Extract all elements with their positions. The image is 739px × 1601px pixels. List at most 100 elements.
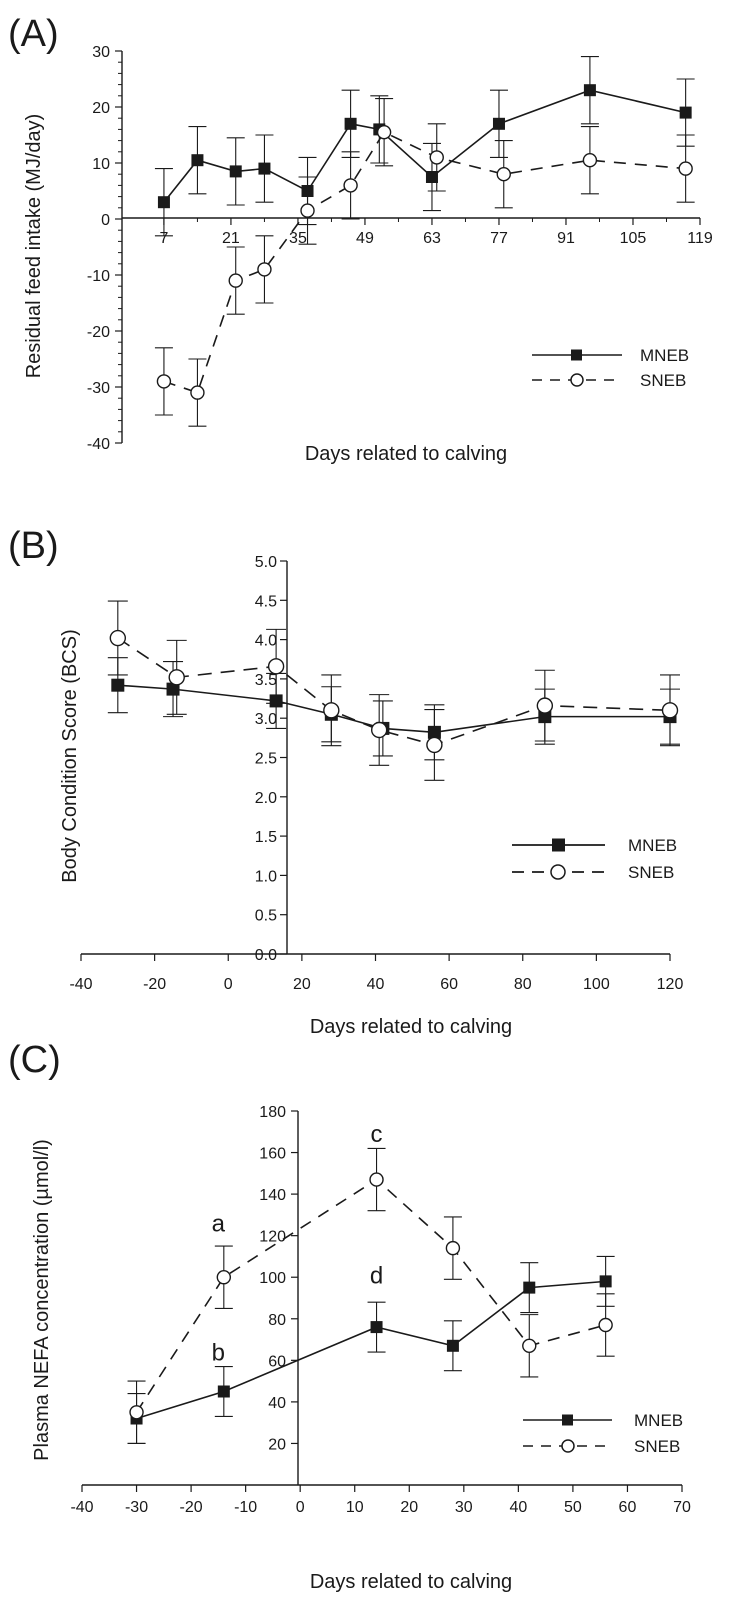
panel-a-mneb-point — [583, 84, 596, 97]
panel-c-legend: MNEB SNEB — [523, 1411, 683, 1456]
panel-a-x-tick-label: 77 — [490, 230, 508, 247]
legend-b-mneb-label: MNEB — [628, 836, 677, 855]
panel-a-sneb-point — [228, 273, 243, 288]
legend-c-mneb-label: MNEB — [634, 1411, 683, 1430]
panel-a-y-tick-label: -30 — [87, 380, 110, 397]
panel-b-label: (B) — [8, 525, 59, 567]
panel-c-sneb-point — [369, 1172, 384, 1187]
panel-c-x-tick-label: -10 — [234, 1499, 257, 1516]
panel-a-x-tick-label: 7 — [159, 230, 168, 247]
panel-a-sneb-point — [190, 385, 205, 400]
panel-a-sneb-point — [300, 203, 315, 218]
panel-b-y-tick-label: 4.0 — [255, 633, 277, 650]
panel-a-mneb-point — [191, 154, 204, 167]
panel-b-x-tick-label: 120 — [657, 976, 684, 993]
panel-c-annotation-d: d — [370, 1262, 383, 1289]
panel-a-sneb-line — [163, 131, 686, 394]
panel-b: (B) Body Condition Score (BCS) Days rela… — [8, 525, 683, 1038]
panel-c-y-tick-label: 60 — [268, 1353, 286, 1370]
panel-c-x-tick-label: 20 — [400, 1499, 418, 1516]
panel-c-sneb-point — [598, 1317, 613, 1333]
panel-c-y-tick-label: 160 — [259, 1146, 286, 1163]
panel-c-sneb-line — [135, 1178, 606, 1413]
panel-c-x-tick-label: -20 — [180, 1499, 203, 1516]
panel-b-sneb-point — [661, 702, 679, 719]
panel-b-ylabel: Body Condition Score (BCS) — [59, 629, 81, 882]
panel-a-mneb-point — [425, 171, 438, 183]
panel-b-x-tick-label: 40 — [367, 976, 385, 993]
panel-b-y-tick-label: 3.0 — [255, 711, 277, 728]
legend-b-sneb-label: SNEB — [628, 863, 674, 882]
legend-b-sneb-marker — [550, 864, 566, 880]
panel-c-x-tick-label: -40 — [70, 1499, 93, 1516]
panel-c: (C) Plasma NEFA concentration (µmol/l) D… — [8, 1039, 691, 1593]
panel-b-y-tick-label: 2.0 — [255, 790, 277, 807]
panel-b-sneb-point — [109, 629, 127, 647]
panel-a-y-tick-label: -40 — [87, 436, 110, 453]
panel-a-x-tick-label: 105 — [620, 230, 647, 247]
panel-a-legend: MNEB SNEB — [532, 346, 689, 390]
panel-a: (A) Residual feed intake (MJ/day) Days r… — [8, 13, 713, 465]
panel-a-mneb-point — [258, 162, 271, 175]
panel-b-legend: MNEB SNEB — [512, 836, 677, 882]
panel-b-y-tick-label: 1.5 — [255, 829, 277, 846]
panel-c-mneb-point — [446, 1339, 459, 1352]
legend-c-sneb-marker — [561, 1439, 575, 1453]
panel-b-sneb-point — [370, 721, 388, 739]
panel-c-mneb-point — [370, 1321, 383, 1334]
panel-c-mneb-point — [523, 1281, 536, 1294]
panel-a-sneb-point — [582, 152, 598, 168]
panel-c-mneb-point — [217, 1385, 230, 1398]
panel-c-x-tick-label: 40 — [509, 1499, 527, 1516]
panel-b-x-tick-label: -40 — [69, 976, 92, 993]
panel-c-x-tick-label: 0 — [296, 1499, 305, 1516]
panel-b-y-tick-label: 0.0 — [255, 947, 277, 964]
panel-c-x-tick-label: 60 — [619, 1499, 637, 1516]
panel-b-x-tick-label: -20 — [143, 976, 166, 993]
panel-b-plot: 0.0 0.5 1.0 1.5 2.0 2.5 3.0 3.5 4.0 4.5 5.0 -40 -20 0… — [69, 554, 683, 993]
panel-a-y-tick-label: 30 — [92, 44, 110, 61]
panel-b-y-tick-label: 1.0 — [255, 868, 277, 885]
panel-a-ylabel: Residual feed intake (MJ/day) — [23, 114, 45, 379]
panel-a-mneb-point — [492, 117, 505, 130]
panel-c-y-tick-label: 140 — [259, 1187, 286, 1204]
panel-c-x-tick-label: 30 — [455, 1499, 473, 1516]
panel-a-x-tick-label: 49 — [356, 230, 374, 247]
panel-b-sneb-point — [536, 697, 554, 714]
panel-c-xlabel: Days related to calving — [310, 1571, 512, 1593]
panel-b-sneb-point — [323, 702, 340, 719]
panel-c-x-tick-label: 70 — [673, 1499, 691, 1516]
legend-a-sneb-marker — [570, 373, 584, 387]
panel-c-ylabel: Plasma NEFA concentration (µmol/l) — [31, 1139, 53, 1461]
panel-a-x-tick-label: 21 — [222, 230, 240, 247]
panel-a-sneb-point — [343, 178, 358, 193]
panel-c-x-tick-label: -30 — [125, 1499, 148, 1516]
panel-a-x-tick-label: 91 — [557, 230, 575, 247]
panel-b-sneb-point — [426, 736, 443, 754]
panel-a-sneb-point — [156, 374, 172, 389]
panel-a-y-tick-label: -20 — [87, 324, 110, 341]
panel-c-sneb-point — [522, 1338, 537, 1353]
panel-a-y-tick-label: 10 — [92, 156, 110, 173]
panel-b-y-tick-label: 3.5 — [255, 672, 277, 689]
panel-c-y-tick-label: 120 — [259, 1229, 286, 1246]
legend-a-sneb-label: SNEB — [640, 371, 686, 390]
legend-b-mneb-marker — [552, 838, 565, 852]
panel-b-x-tick-label: 20 — [293, 976, 311, 993]
panel-a-x-tick-label: 63 — [423, 230, 441, 247]
panel-c-sneb-point — [216, 1270, 232, 1285]
panel-c-y-tick-label: 80 — [268, 1312, 286, 1329]
panel-c-y-tick-label: 100 — [259, 1270, 286, 1287]
panel-b-x-tick-label: 80 — [514, 976, 532, 993]
panel-b-sneb-point — [267, 658, 285, 675]
panel-a-sneb-point — [678, 161, 693, 176]
panel-a-sneb-point — [496, 166, 511, 182]
panel-b-y-tick-label: 0.5 — [255, 908, 277, 925]
panel-a-label: (A) — [8, 13, 59, 55]
panel-b-mneb-line — [117, 684, 670, 734]
panel-c-annotation-c: c — [371, 1121, 383, 1148]
panel-c-label: (C) — [8, 1039, 61, 1081]
panel-a-y-tick-label: -10 — [87, 268, 110, 285]
panel-b-y-tick-label: 5.0 — [255, 554, 277, 571]
panel-c-x-tick-label: 10 — [346, 1499, 364, 1516]
